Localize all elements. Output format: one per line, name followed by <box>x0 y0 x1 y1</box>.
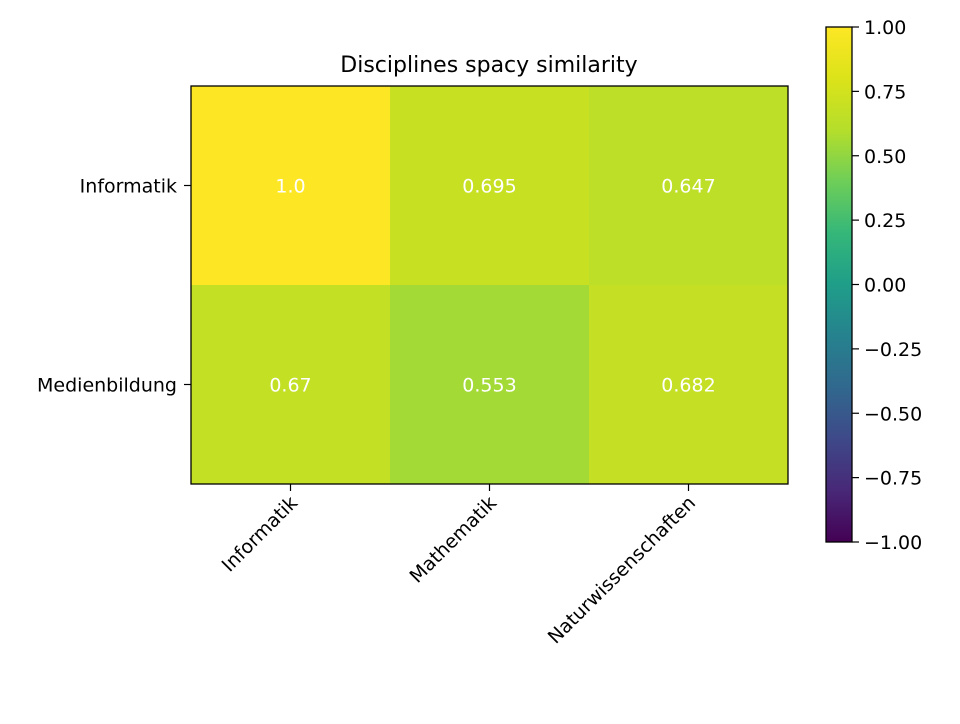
colorbar-ticks: 1.00 0.75 0.50 0.25 0.00 −0.25 −0.50 −0.75 −1.00 <box>852 17 922 554</box>
colorbar-tick-label: 1.00 <box>864 17 906 39</box>
heatmap-cell <box>589 86 789 286</box>
heatmap-cell-labels: 1.0 0.695 0.647 0.67 0.553 0.682 <box>269 176 715 397</box>
y-tick-label: Informatik <box>80 176 177 198</box>
heatmap-cell <box>191 86 391 286</box>
cell-value-label: 1.0 <box>275 176 305 198</box>
colorbar-tick-label: −1.00 <box>864 532 922 554</box>
x-tick-label: Informatik <box>218 492 302 576</box>
heatmap-cell <box>589 285 789 485</box>
cell-value-label: 0.695 <box>462 176 516 198</box>
x-tick-label: Mathematik <box>405 492 501 588</box>
heatmap-cells <box>191 86 789 485</box>
colorbar <box>825 26 853 543</box>
colorbar-tick-label: 0.75 <box>864 81 906 103</box>
colorbar-tick-label: −0.50 <box>864 403 922 425</box>
colorbar-tick-label: 0.00 <box>864 275 906 297</box>
heatmap-cell <box>390 86 590 286</box>
cell-value-label: 0.682 <box>661 375 715 397</box>
cell-value-label: 0.67 <box>269 375 311 397</box>
colorbar-tick-label: −0.25 <box>864 339 922 361</box>
x-tick-label: Naturwissenschaften <box>544 492 700 648</box>
colorbar-tick-label: −0.75 <box>864 468 922 490</box>
heatmap-cell <box>191 285 391 485</box>
colorbar-tick-label: 0.25 <box>864 210 906 232</box>
colorbar-tick-label: 0.50 <box>864 146 906 168</box>
heatmap-cell <box>390 285 590 485</box>
cell-value-label: 0.553 <box>462 375 516 397</box>
y-tick-label: Medienbildung <box>37 375 177 397</box>
chart-title: Disciplines spacy similarity <box>340 53 637 78</box>
x-axis: Informatik Mathematik Naturwissenschaften <box>218 484 700 648</box>
y-axis: Informatik Medienbildung <box>37 176 191 397</box>
cell-value-label: 0.647 <box>661 176 715 198</box>
